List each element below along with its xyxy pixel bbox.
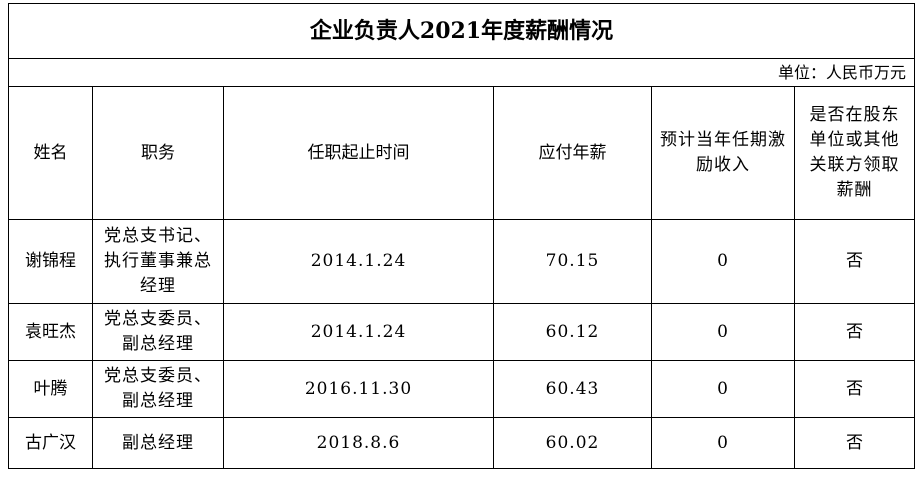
salary-table: 企业负责人2021年度薪酬情况 单位：人民币万元 姓名 职务 任职起止时间 应付…	[7, 3, 916, 469]
cell-other-pay: 否	[793, 360, 916, 418]
header-incentive: 预计当年任期激励收入	[651, 86, 795, 220]
cell-salary: 70.15	[493, 219, 652, 304]
cell-position: 党总支委员、副总经理	[92, 303, 224, 361]
cell-position-text: 党总支书记、执行董事兼总经理	[104, 226, 212, 296]
header-position: 职务	[92, 86, 224, 220]
cell-name: 袁旺杰	[8, 303, 93, 361]
cell-incentive: 0	[651, 360, 795, 418]
cell-position: 党总支委员、副总经理	[92, 360, 224, 418]
cell-tenure: 2014.1.24	[223, 303, 494, 361]
header-row: 姓名 职务 任职起止时间 应付年薪 预计当年任期激励收入 是否在股东单位或其他关…	[8, 86, 916, 220]
cell-salary: 60.02	[493, 417, 652, 469]
header-tenure: 任职起止时间	[223, 86, 494, 220]
cell-position-text: 党总支委员、副总经理	[104, 366, 212, 411]
header-salary: 应付年薪	[493, 86, 652, 220]
cell-position-text: 副总经理	[122, 432, 194, 453]
cell-other-pay: 否	[793, 219, 916, 304]
cell-salary: 60.12	[493, 303, 652, 361]
unit-row: 单位：人民币万元	[7, 58, 916, 87]
cell-position: 党总支书记、执行董事兼总经理	[92, 219, 224, 304]
cell-salary: 60.43	[493, 360, 652, 418]
cell-position: 副总经理	[92, 417, 224, 469]
header-other-pay-text: 是否在股东单位或其他关联方领取薪酬	[809, 105, 900, 200]
cell-name: 谢锦程	[8, 219, 93, 304]
cell-tenure: 2018.8.6	[223, 417, 494, 469]
header-name: 姓名	[8, 86, 93, 220]
cell-tenure: 2016.11.30	[223, 360, 494, 418]
header-incentive-text: 预计当年任期激励收入	[660, 130, 786, 175]
cell-name: 叶腾	[8, 360, 93, 418]
table-row: 袁旺杰 党总支委员、副总经理 2014.1.24 60.12 0 否	[8, 303, 916, 361]
cell-incentive: 0	[651, 417, 795, 469]
cell-tenure: 2014.1.24	[223, 219, 494, 304]
cell-incentive: 0	[651, 303, 795, 361]
table-title: 企业负责人2021年度薪酬情况	[7, 3, 916, 59]
unit-note: 单位：人民币万元	[7, 58, 916, 87]
cell-position-text: 党总支委员、副总经理	[104, 309, 212, 354]
table-row: 古广汉 副总经理 2018.8.6 60.02 0 否	[8, 417, 916, 469]
header-other-pay: 是否在股东单位或其他关联方领取薪酬	[793, 86, 916, 220]
table-row: 叶腾 党总支委员、副总经理 2016.11.30 60.43 0 否	[8, 360, 916, 418]
title-row: 企业负责人2021年度薪酬情况	[7, 3, 916, 59]
cell-other-pay: 否	[793, 417, 916, 469]
cell-name: 古广汉	[8, 417, 93, 469]
cell-other-pay: 否	[793, 303, 916, 361]
cell-incentive: 0	[651, 219, 795, 304]
table-row: 谢锦程 党总支书记、执行董事兼总经理 2014.1.24 70.15 0 否	[8, 219, 916, 304]
